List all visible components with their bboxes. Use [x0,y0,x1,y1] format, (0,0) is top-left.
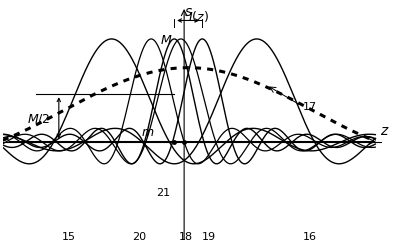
Text: 21: 21 [156,187,170,197]
Text: $I(z)$: $I(z)$ [188,9,209,24]
Text: 18: 18 [179,231,193,241]
Text: 19: 19 [202,231,216,241]
Text: $M/2$: $M/2$ [28,111,51,125]
Text: 17: 17 [303,101,317,111]
Text: $z$: $z$ [380,124,390,138]
Text: $m$: $m$ [141,126,154,139]
Text: 16: 16 [303,231,316,241]
Text: 20: 20 [132,231,147,241]
Text: $M$: $M$ [160,34,172,47]
Text: 15: 15 [62,231,76,241]
Text: $s$: $s$ [184,5,193,19]
